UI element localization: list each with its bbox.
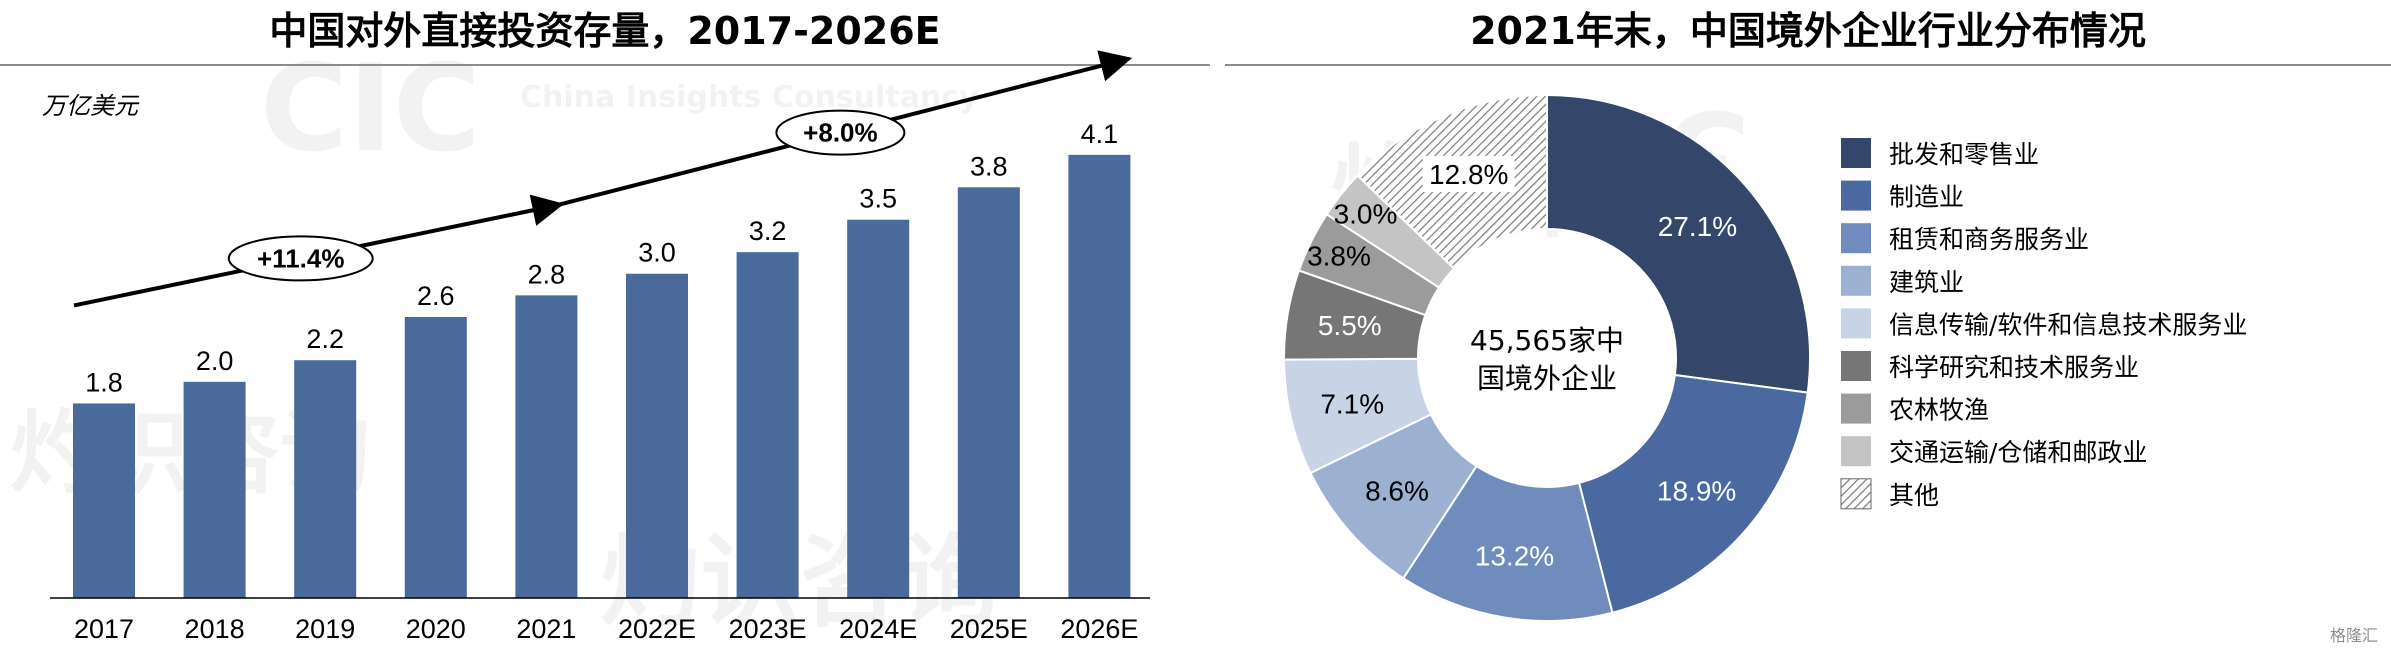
x-tick-label: 2019 [295,614,355,644]
bar-2025E [957,187,1020,598]
legend-swatch [1841,265,1871,296]
bar-value-label: 3.2 [749,216,787,246]
bar-value-label: 1.8 [85,367,123,397]
bar-value-label: 3.5 [859,184,897,214]
legend-swatch [1841,351,1871,381]
donut-slice-2 [1401,464,1614,622]
bar-chart-panel: 中国对外直接投资存量，2017-2026E 万亿美元 1.8 2017 2.0 201… [0,9,1210,644]
title-divider [1225,64,2391,66]
bar-2018 [183,381,246,598]
bar-value-label: 2.0 [196,346,234,376]
legend-label: 制造业 [1889,183,1964,212]
donut-slice-0 [1546,93,1811,394]
bar-value-label: 3.8 [970,151,1008,181]
slice-value-label: 12.8% [1429,159,1508,190]
bar-value-label: 3.0 [638,238,676,268]
x-tick-label: 2025E [950,614,1028,644]
x-tick-label: 2022E [618,614,696,644]
slice-value-label: 8.6% [1365,475,1429,506]
slice-value-label: 3.8% [1307,240,1371,271]
bar-value-label: 2.8 [528,259,566,289]
slice-value-label: 13.2% [1475,540,1554,571]
donut-center-text: 45,565家中 [1470,324,1624,357]
donut-chart-title: 2021年末，中国境外企业行业分布情况 [1470,9,2146,53]
slice-value-label: 18.9% [1657,476,1736,507]
bar-2026E [1068,154,1131,598]
slice-label-bg [1422,155,1515,192]
slice-value-label: 7.1% [1320,388,1384,419]
bar-chart: 1.8 2017 2.0 2018 2.2 2019 2.6 2020 2.8 2021 3.0 20… [50,50,1150,644]
unit-label: 万亿美元 [42,92,138,120]
legend-swatch [1840,478,1872,510]
x-tick-label: 2023E [729,614,807,644]
donut-slice-1 [1577,373,1809,614]
title-divider [0,64,1210,66]
donut-center-text: 国境外企业 [1477,362,1617,395]
bar-value-label: 4.1 [1081,119,1119,149]
slice-value-label: 5.5% [1318,310,1382,341]
x-tick-label: 2017 [74,614,134,644]
donut-chart-panel: 2021年末，中国境外企业行业分布情况 27.1% 18.9% 13.2% 8.6% 7… [1225,0,2391,651]
legend-label: 批发和零售业 [1889,140,2039,169]
legend-label: 交通运输/仓储和邮政业 [1889,438,2147,467]
legend-swatch [1841,223,1871,254]
bar-2021 [515,295,578,598]
legend-swatch [1841,436,1871,467]
bar-2020 [404,316,467,598]
cagr-2021-2026-bubble [775,109,906,156]
bar-2017 [73,403,135,598]
slice-value-label: 27.1% [1658,211,1737,242]
legend-label: 信息传输/软件和信息技术服务业 [1889,310,2247,339]
x-tick-label: 2026E [1060,614,1138,644]
bar-2022E [626,273,688,598]
bar-chart-title: 中国对外直接投资存量，2017-2026E [269,9,941,53]
x-tick-label: 2024E [839,614,917,644]
legend-swatch [1841,180,1871,211]
cagr-2021-2026-label: +8.0% [803,118,877,148]
bar-value-label: 2.6 [417,281,455,311]
legend-label: 农林牧渔 [1889,396,1989,425]
x-tick-label: 2018 [185,614,245,644]
x-tick-label: 2021 [516,614,576,644]
donut-chart: 27.1%18.9%13.2%8.6%7.1%5.5%3.8%3.0%12.8%… [1282,93,2247,622]
legend-swatch [1841,138,1871,168]
bar-2023E [736,252,799,598]
legend-label: 其他 [1889,481,1939,510]
bar-2024E [847,219,910,598]
legend-swatch [1841,308,1871,339]
legend-swatch [1841,393,1871,424]
cagr-2017-2021-label: +11.4% [257,243,344,273]
cagr-2017-2021-bubble [227,235,374,282]
legend-label: 建筑业 [1889,268,1964,297]
legend-label: 租赁和商务服务业 [1889,225,2089,254]
bar-value-label: 2.2 [306,324,344,354]
x-tick-label: 2020 [406,614,466,644]
legend-label: 科学研究和技术服务业 [1889,353,2139,382]
bar-2019 [294,360,357,598]
